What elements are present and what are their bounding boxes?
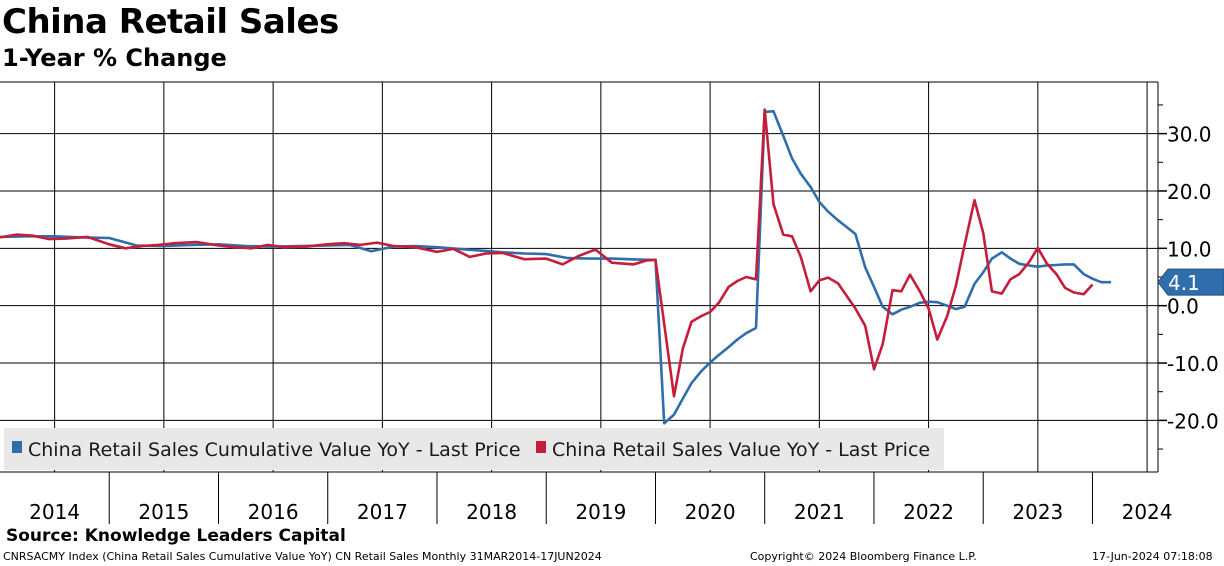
x-tick-label: 2014 [29, 500, 80, 524]
footer-index-description: CNRSACMY Index (China Retail Sales Cumul… [3, 550, 602, 563]
legend-label-cumulative-yoy: China Retail Sales Cumulative Value YoY … [28, 439, 521, 461]
source-text: Source: Knowledge Leaders Capital [6, 526, 346, 546]
last-value-label: 4.1 [1168, 271, 1200, 295]
legend-box [4, 428, 944, 470]
legend-swatch-cumulative-yoy [12, 441, 22, 453]
y-tick-label: 30.0 [1167, 123, 1212, 147]
x-tick-label: 2020 [685, 500, 736, 524]
x-tick-label: 2016 [248, 500, 299, 524]
x-tick-label: 2024 [1122, 500, 1173, 524]
y-tick-label: 10.0 [1167, 237, 1212, 261]
chart-subtitle: 1-Year % Change [2, 44, 227, 72]
footer-copyright: Copyright© 2024 Bloomberg Finance L.P. [750, 550, 977, 563]
footer-timestamp: 17-Jun-2024 07:18:08 [1092, 550, 1213, 563]
y-tick-label: 20.0 [1167, 180, 1212, 204]
y-tick-label: 0.0 [1167, 295, 1199, 319]
y-tick-label: -10.0 [1167, 352, 1219, 376]
legend-label-value-yoy: China Retail Sales Value YoY - Last Pric… [552, 439, 930, 461]
x-tick-label: 2023 [1012, 500, 1063, 524]
x-axis: 2014 2015 2016 2017 2018 2019 2020 2021 2022 2023… [29, 472, 1173, 524]
x-tick-label: 2017 [357, 500, 408, 524]
series-line-value-yoy [0, 108, 1094, 398]
axis-layer: 30.0 20.0 10.0 0.0 -10.0 -20.0 4.1 [1157, 82, 1224, 472]
x-tick-label: 2019 [575, 500, 626, 524]
series-line-cumulative-yoy [0, 110, 1111, 425]
y-tick-label: -20.0 [1167, 409, 1219, 433]
x-tick-label: 2021 [794, 500, 845, 524]
series-layer [0, 108, 1111, 425]
x-tick-label: 2018 [466, 500, 517, 524]
grid-layer [0, 81, 1158, 473]
last-value-tag [1157, 268, 1224, 296]
chart-title: China Retail Sales [2, 2, 339, 42]
x-tick-label: 2022 [903, 500, 954, 524]
legend: China Retail Sales Cumulative Value YoY … [4, 428, 944, 470]
legend-swatch-value-yoy [536, 441, 546, 453]
x-tick-label: 2015 [138, 500, 189, 524]
